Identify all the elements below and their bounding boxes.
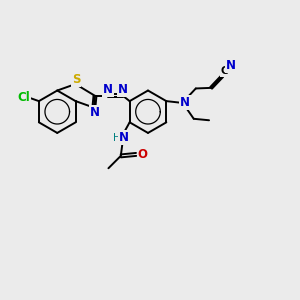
Text: N: N <box>180 96 190 109</box>
Text: Cl: Cl <box>17 91 30 104</box>
Text: S: S <box>72 73 80 86</box>
Text: N: N <box>103 83 113 96</box>
Text: O: O <box>138 148 148 161</box>
Text: N: N <box>119 131 129 144</box>
Text: N: N <box>118 83 128 96</box>
Text: N: N <box>226 59 236 72</box>
Text: C: C <box>221 66 229 76</box>
Text: N: N <box>89 106 100 119</box>
Text: H: H <box>113 133 121 142</box>
